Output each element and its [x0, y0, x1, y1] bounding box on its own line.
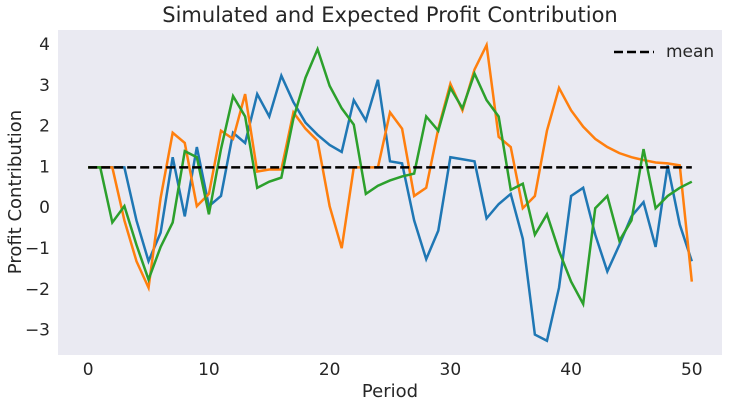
- y-tick-label: −2: [25, 280, 50, 300]
- x-tick-label: 50: [681, 360, 703, 380]
- x-tick-label: 0: [83, 360, 94, 380]
- series-line: [88, 40, 694, 293]
- x-axis-label: Period: [362, 381, 418, 402]
- series-line: [88, 45, 693, 309]
- x-tick-label: 10: [198, 360, 220, 380]
- plot-area: [58, 30, 722, 355]
- chart-title: Simulated and Expected Profit Contributi…: [162, 3, 617, 27]
- y-tick-label: 3: [39, 76, 50, 96]
- y-tick-label: 1: [39, 157, 50, 177]
- x-tick-label: 40: [560, 360, 582, 380]
- series-line: [88, 72, 694, 343]
- legend-label: mean: [666, 42, 714, 62]
- y-tick-label: −1: [25, 239, 50, 259]
- x-tick-label: 30: [440, 360, 462, 380]
- x-tick-label: 20: [319, 360, 341, 380]
- y-axis-label: Profit Contribution: [5, 110, 26, 274]
- y-tick-label: 4: [39, 35, 50, 55]
- y-tick-label: −3: [25, 321, 50, 341]
- y-tick-label: 0: [39, 198, 50, 218]
- y-tick-label: 2: [39, 117, 50, 137]
